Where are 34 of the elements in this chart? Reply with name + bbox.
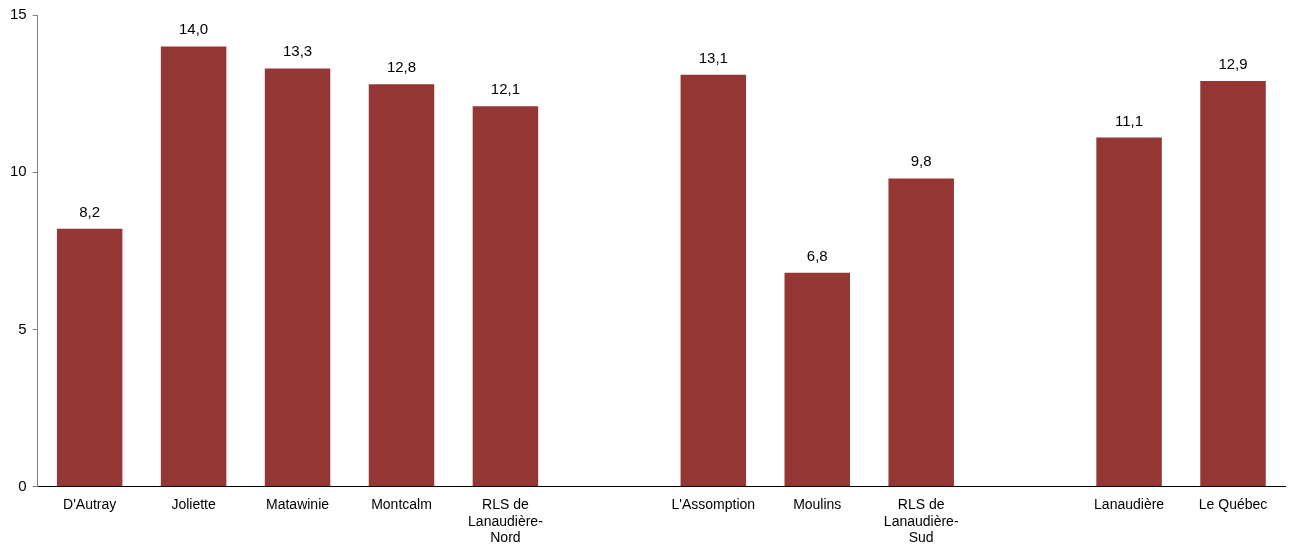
x-tick-label: D'Autray bbox=[63, 495, 117, 512]
x-tick-label: RLS de Lanaudière-Sud bbox=[883, 495, 959, 546]
bar bbox=[56, 228, 123, 487]
x-tick-label: Moulins bbox=[793, 495, 842, 512]
x-tick-label: Montcalm bbox=[371, 495, 432, 512]
x-tick-label: RLS de Lanaudière-Nord bbox=[468, 495, 544, 546]
bar bbox=[264, 68, 331, 487]
x-tick-label: Le Québec bbox=[1198, 495, 1268, 512]
x-tick-label: Joliette bbox=[171, 495, 216, 512]
bar bbox=[160, 46, 227, 487]
x-tick-label: L'Assomption bbox=[671, 495, 756, 512]
data-label: 8,2 bbox=[79, 202, 101, 220]
bar bbox=[680, 74, 747, 487]
data-label: 12,8 bbox=[386, 58, 417, 76]
x-tick-label: Lanaudière bbox=[1094, 495, 1165, 512]
bar bbox=[472, 106, 539, 487]
data-label: 6,8 bbox=[806, 246, 828, 264]
data-label: 14,0 bbox=[179, 20, 209, 38]
data-label: 12,1 bbox=[490, 80, 521, 98]
bar bbox=[888, 178, 954, 487]
data-label: 9,8 bbox=[910, 152, 932, 170]
y-tick-label: 5 bbox=[18, 319, 27, 337]
bar bbox=[1200, 81, 1266, 487]
x-tick-label: Matawinie bbox=[266, 495, 330, 512]
data-label: 11,1 bbox=[1115, 111, 1144, 129]
data-label: 13,1 bbox=[698, 48, 728, 66]
data-label: 12,9 bbox=[1218, 55, 1248, 73]
y-tick-label: 10 bbox=[10, 162, 27, 180]
bar bbox=[784, 272, 850, 487]
y-tick-label: 0 bbox=[18, 476, 27, 494]
y-tick-label: 15 bbox=[10, 5, 27, 23]
bar bbox=[368, 84, 435, 487]
bar bbox=[1096, 137, 1162, 487]
data-label: 13,3 bbox=[282, 42, 313, 60]
